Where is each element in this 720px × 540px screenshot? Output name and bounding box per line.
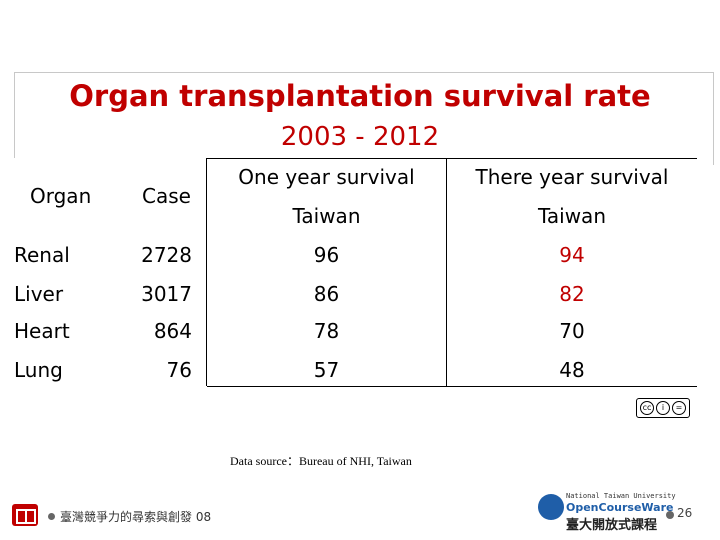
slide-title: Organ transplantation survival rate xyxy=(69,79,651,113)
globe-icon xyxy=(538,494,564,520)
header-three-year: There year survival xyxy=(475,165,669,189)
row-one-year: 78 xyxy=(313,319,340,343)
footer-course-title: 臺灣競爭力的尋索與創發 08 xyxy=(60,510,212,524)
row-organ: Liver xyxy=(14,282,64,306)
row-case: 2728 xyxy=(141,243,192,267)
creative-commons-icon[interactable]: cc i = xyxy=(636,398,690,418)
row-organ: Heart xyxy=(14,319,70,343)
row-one-year: 96 xyxy=(313,243,340,267)
row-three-year: 82 xyxy=(559,282,585,306)
header-three-year-sub: Taiwan xyxy=(537,204,606,228)
row-one-year: 57 xyxy=(313,358,340,382)
course-logo-icon xyxy=(12,504,38,526)
ocw-chinese-name: 臺大開放式課程 xyxy=(566,518,658,533)
table-border-top xyxy=(207,158,697,159)
row-three-year: 70 xyxy=(559,319,585,343)
data-source: Data source：Bureau of NHI, Taiwan xyxy=(230,454,412,468)
row-organ: Renal xyxy=(14,243,70,267)
header-organ: Organ xyxy=(30,184,92,208)
row-one-year: 86 xyxy=(313,282,340,306)
bullet-icon xyxy=(48,513,55,520)
row-case: 864 xyxy=(153,319,192,343)
slide-subtitle: 2003 - 2012 xyxy=(280,122,440,152)
title-frame xyxy=(14,72,714,165)
row-case: 3017 xyxy=(141,282,192,306)
table-border-bottom xyxy=(207,386,697,387)
ntu-ocw-logo[interactable]: National Taiwan University OpenCourseWar… xyxy=(538,490,676,533)
page-bullet-icon xyxy=(666,511,674,519)
page-number: 26 xyxy=(677,506,693,520)
row-three-year: 48 xyxy=(559,358,585,382)
header-case: Case xyxy=(142,184,191,208)
table-divider-mid xyxy=(446,158,447,386)
header-one-year: One year survival xyxy=(238,165,415,189)
ocw-name: OpenCourseWare xyxy=(566,501,674,514)
row-three-year: 94 xyxy=(559,243,585,267)
header-one-year-sub: Taiwan xyxy=(292,204,361,228)
table-left-area xyxy=(14,158,206,386)
ntu-name: National Taiwan University xyxy=(566,492,676,500)
row-organ: Lung xyxy=(14,358,63,382)
table-divider-left xyxy=(206,158,207,386)
row-case: 76 xyxy=(166,358,192,382)
